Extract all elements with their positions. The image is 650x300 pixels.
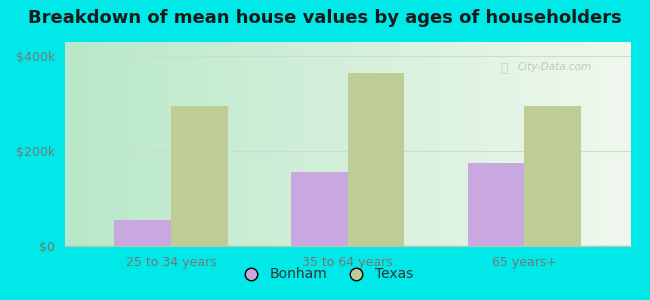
Bar — [291, 172, 348, 246]
Bar — [171, 106, 228, 246]
Text: Ⓜ: Ⓜ — [500, 62, 508, 75]
Text: City-Data.com: City-Data.com — [517, 62, 592, 72]
Legend: Bonham, Texas: Bonham, Texas — [231, 262, 419, 287]
Bar — [468, 163, 525, 246]
Bar — [525, 106, 581, 246]
Bar — [348, 73, 404, 246]
Text: Breakdown of mean house values by ages of householders: Breakdown of mean house values by ages o… — [28, 9, 622, 27]
Bar — [114, 220, 171, 246]
